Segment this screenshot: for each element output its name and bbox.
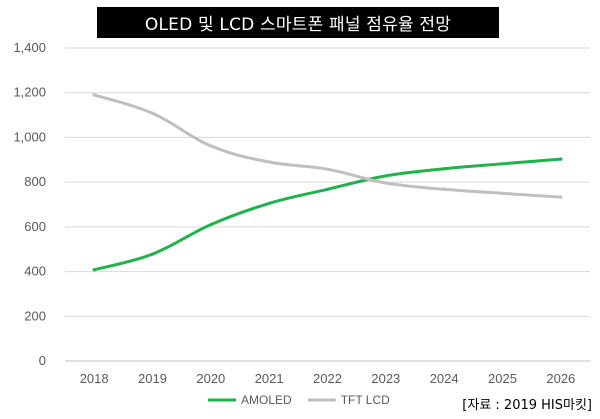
y-tick-label: 800 — [24, 174, 46, 189]
data-point-1-3 — [267, 160, 271, 164]
x-tick-label: 2025 — [488, 371, 517, 386]
source-note: [자료 : 2019 HIS마킷] — [462, 398, 592, 413]
data-point-0-1 — [150, 252, 155, 256]
y-tick-label: 1,200 — [13, 85, 46, 100]
data-point-0-7 — [500, 162, 505, 166]
data-point-0-4 — [325, 187, 330, 191]
x-tick-label: 2022 — [313, 371, 342, 386]
x-tick-label: 2023 — [371, 371, 400, 386]
gridlines — [65, 47, 590, 362]
series-lines — [92, 93, 563, 272]
data-point-1-6 — [442, 187, 446, 191]
data-point-0-3 — [267, 201, 271, 205]
data-point-1-5 — [384, 181, 388, 185]
data-point-0-0 — [92, 268, 96, 272]
y-tick-label: 1,400 — [13, 40, 46, 55]
data-point-1-4 — [325, 167, 330, 171]
data-point-0-2 — [209, 223, 213, 227]
chart-title: OLED 및 LCD 스마트폰 패널 점유율 전망 — [97, 7, 499, 38]
y-tick-label: 0 — [39, 353, 46, 368]
y-tick-label: 600 — [24, 219, 46, 234]
y-axis-ticks: 0 200 400 600 800 1,000 1,200 1,400 — [13, 40, 46, 368]
x-tick-label: 2026 — [546, 371, 575, 386]
x-tick-label: 2024 — [430, 371, 459, 386]
y-tick-label: 1,000 — [13, 129, 46, 144]
data-point-1-2 — [209, 144, 213, 148]
x-tick-label: 2018 — [80, 371, 109, 386]
data-point-1-1 — [150, 111, 155, 115]
x-tick-label: 2021 — [255, 371, 284, 386]
data-point-1-7 — [500, 191, 505, 195]
y-tick-label: 400 — [24, 264, 46, 279]
legend-label-tft-lcd: TFT LCD — [341, 393, 390, 407]
data-point-1-8 — [559, 195, 563, 199]
data-point-1-0 — [92, 93, 96, 97]
data-point-0-6 — [442, 167, 446, 171]
x-tick-label: 2020 — [196, 371, 225, 386]
series-line-amoled — [92, 157, 563, 272]
x-axis-ticks: 2018 2019 2020 2021 2022 2023 2024 2025 2026 — [80, 371, 576, 386]
data-point-0-5 — [384, 174, 388, 178]
data-point-0-8 — [559, 157, 563, 161]
legend-label-amoled: AMOLED — [241, 393, 292, 407]
legend: AMOLED TFT LCD — [208, 393, 390, 407]
y-tick-label: 200 — [24, 308, 46, 323]
x-tick-label: 2019 — [138, 371, 167, 386]
